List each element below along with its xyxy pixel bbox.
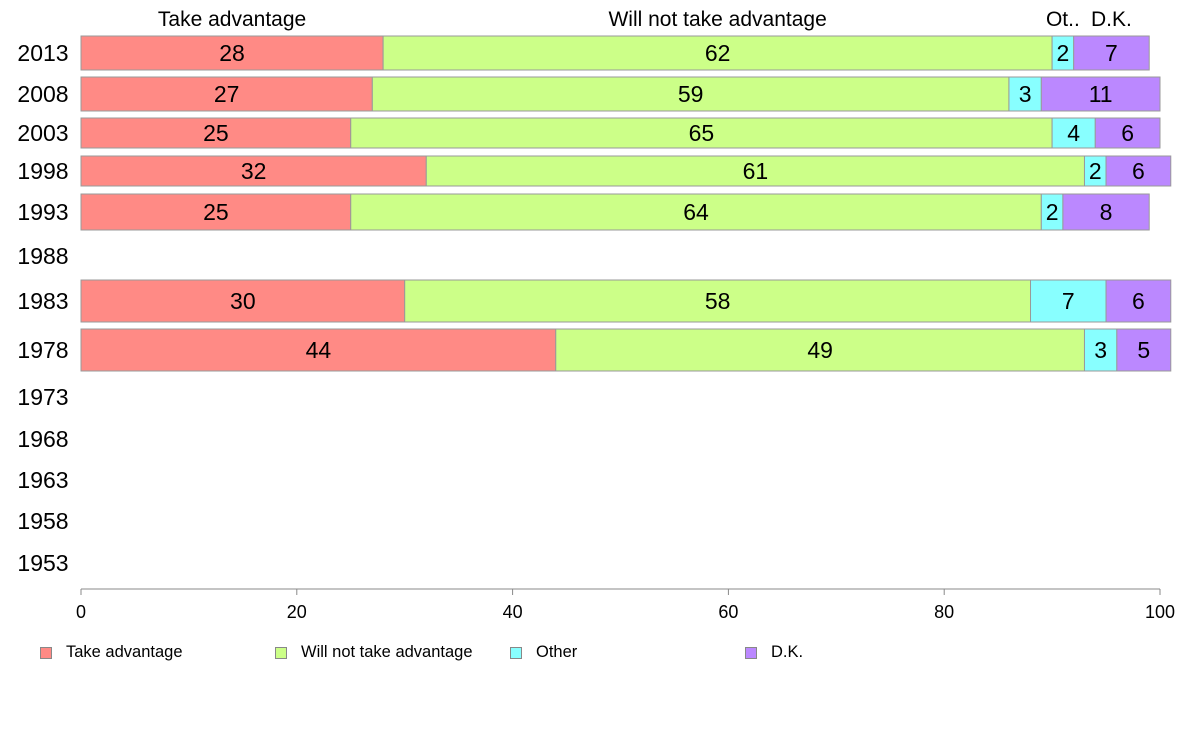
legend-item-other: Other xyxy=(510,643,577,662)
data-label-will-not-take-advantage-2003: 65 xyxy=(689,120,715,146)
legend-label-dk: D.K. xyxy=(771,643,804,661)
legend-label-other: Other xyxy=(536,643,578,661)
top-label-take-advantage: Take advantage xyxy=(158,8,306,31)
bar-other-1978 xyxy=(1083,328,1118,372)
category-label-1953: 1953 xyxy=(17,550,68,576)
category-label-1973: 1973 xyxy=(17,384,68,410)
category-label-2008: 2008 xyxy=(17,81,68,107)
data-label-d-k-2008: 11 xyxy=(1089,81,1113,107)
x-tick-label-0: 0 xyxy=(76,602,86,622)
bar-d-k-1998 xyxy=(1105,155,1172,187)
data-label-d-k-1978: 5 xyxy=(1137,337,1150,363)
legend-item-dk: D.K. xyxy=(745,643,803,662)
category-label-1958: 1958 xyxy=(17,508,68,534)
category-label-2013: 2013 xyxy=(17,40,68,66)
data-label-other-1983: 7 xyxy=(1062,288,1075,314)
category-label-1978: 1978 xyxy=(17,337,68,363)
data-label-d-k-2013: 7 xyxy=(1105,40,1118,66)
data-label-will-not-take-advantage-2008: 59 xyxy=(678,81,704,107)
data-label-will-not-take-advantage-1993: 64 xyxy=(683,199,709,225)
bar-take-advantage-2013 xyxy=(80,35,384,71)
data-label-will-not-take-advantage-2013: 62 xyxy=(705,40,731,66)
x-tick-label-60: 60 xyxy=(718,602,738,622)
bar-d-k-2008 xyxy=(1040,76,1161,112)
bar-take-advantage-2003 xyxy=(80,117,352,149)
x-tick-label-40: 40 xyxy=(503,602,523,622)
bar-will-not-take-advantage-2013 xyxy=(382,35,1053,71)
bar-d-k-2003 xyxy=(1094,117,1161,149)
data-label-will-not-take-advantage-1978: 49 xyxy=(807,337,833,363)
data-label-take-advantage-2008: 27 xyxy=(214,81,240,107)
bar-other-2008 xyxy=(1008,76,1042,112)
data-label-d-k-1983: 6 xyxy=(1132,288,1145,314)
top-label-will-not-take-advantage: Will not take advantage xyxy=(608,8,826,31)
data-label-other-2013: 2 xyxy=(1056,40,1069,66)
bar-will-not-take-advantage-2003 xyxy=(350,117,1053,149)
legend-swatch-take-advantage xyxy=(40,646,52,659)
bar-d-k-1983 xyxy=(1105,279,1172,323)
x-tick-label-100: 100 xyxy=(1145,602,1175,622)
data-label-take-advantage-1978: 44 xyxy=(306,337,332,363)
category-label-1968: 1968 xyxy=(17,426,68,452)
bar-take-advantage-1983 xyxy=(80,279,406,323)
bar-d-k-1978 xyxy=(1116,328,1172,372)
bar-will-not-take-advantage-1983 xyxy=(404,279,1032,323)
bar-take-advantage-2008 xyxy=(80,76,373,112)
category-label-1998: 1998 xyxy=(17,158,68,184)
data-label-other-1978: 3 xyxy=(1094,337,1107,363)
legend-swatch-dk xyxy=(745,646,757,659)
data-label-take-advantage-1998: 32 xyxy=(241,158,267,184)
bar-take-advantage-1998 xyxy=(80,155,427,187)
legend-item-take-advantage: Take advantage xyxy=(40,643,183,662)
category-label-1993: 1993 xyxy=(17,199,68,225)
top-label-ot: Ot.. xyxy=(1046,8,1080,31)
bar-will-not-take-advantage-2008 xyxy=(371,76,1010,112)
data-label-d-k-1993: 8 xyxy=(1100,199,1113,225)
data-label-d-k-2003: 6 xyxy=(1121,120,1134,146)
data-label-take-advantage-1993: 25 xyxy=(203,199,229,225)
legend-item-will-not-take-advantage: Will not take advantage xyxy=(275,643,473,662)
category-label-1988: 1988 xyxy=(17,243,68,269)
data-label-will-not-take-advantage-1998: 61 xyxy=(743,158,769,184)
x-tick-label-20: 20 xyxy=(287,602,307,622)
bar-d-k-2013 xyxy=(1073,35,1150,71)
bar-will-not-take-advantage-1978 xyxy=(555,328,1085,372)
data-label-will-not-take-advantage-1983: 58 xyxy=(705,288,731,314)
legend-swatch-will-not-take-advantage xyxy=(275,646,287,659)
category-label-1983: 1983 xyxy=(17,288,68,314)
category-label-2003: 2003 xyxy=(17,120,68,146)
legend-label-will-not-take-advantage: Will not take advantage xyxy=(301,643,473,661)
legend-swatch-other xyxy=(510,646,522,659)
legend: Take advantage Will not take advantage O… xyxy=(40,643,1160,663)
data-label-other-1998: 2 xyxy=(1089,158,1102,184)
bar-other-2003 xyxy=(1051,117,1096,149)
bar-take-advantage-1978 xyxy=(80,328,557,372)
data-label-take-advantage-2013: 28 xyxy=(219,40,245,66)
data-label-other-2008: 3 xyxy=(1019,81,1032,107)
data-label-take-advantage-1983: 30 xyxy=(230,288,256,314)
x-tick-label-80: 80 xyxy=(934,602,954,622)
data-label-other-1993: 2 xyxy=(1046,199,1059,225)
data-label-d-k-1998: 6 xyxy=(1132,158,1145,184)
bar-will-not-take-advantage-1998 xyxy=(425,155,1085,187)
bar-d-k-1993 xyxy=(1062,193,1150,231)
category-label-1963: 1963 xyxy=(17,467,68,493)
data-label-take-advantage-2003: 25 xyxy=(203,120,229,146)
data-label-other-2003: 4 xyxy=(1067,120,1080,146)
top-label-d-k: D.K. xyxy=(1091,8,1132,31)
legend-label-take-advantage: Take advantage xyxy=(66,643,183,661)
